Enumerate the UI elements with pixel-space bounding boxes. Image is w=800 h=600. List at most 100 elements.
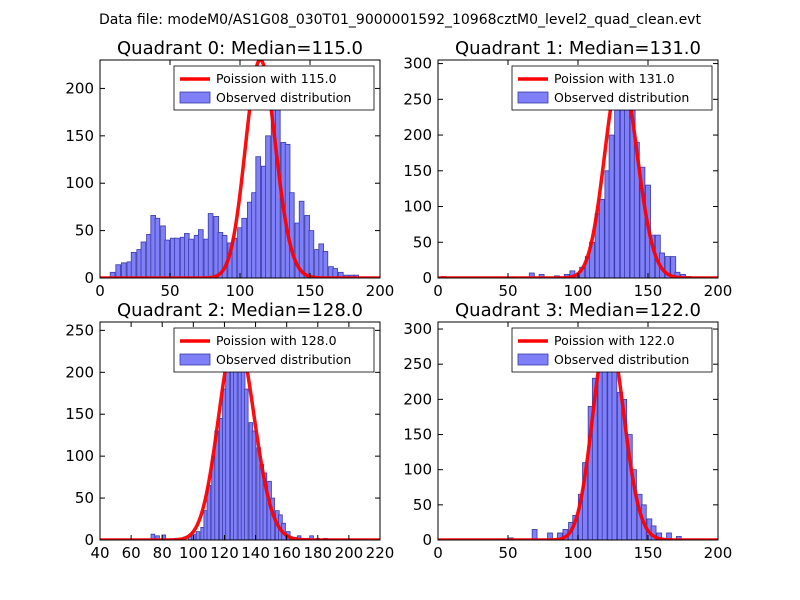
y-tick-label: 50 bbox=[413, 233, 432, 251]
legend-entry-observed: Observed distribution bbox=[216, 90, 351, 105]
x-tick-label: 0 bbox=[433, 544, 443, 562]
y-tick-label: 50 bbox=[75, 489, 94, 507]
legend-entry-poisson: Poission with 122.0 bbox=[554, 333, 675, 348]
histogram-bar bbox=[275, 106, 281, 278]
legend-entry-poisson: Poission with 115.0 bbox=[216, 71, 337, 86]
histogram-bar bbox=[265, 135, 271, 278]
y-tick-label: 200 bbox=[65, 363, 94, 381]
x-tick-label: 50 bbox=[498, 544, 517, 562]
plot-area bbox=[438, 328, 718, 540]
histogram-bar bbox=[255, 156, 261, 278]
histogram-bar bbox=[528, 272, 535, 278]
x-tick-label: 200 bbox=[335, 544, 364, 562]
y-tick-label: 50 bbox=[413, 496, 432, 514]
x-tick-label: 160 bbox=[272, 544, 301, 562]
y-tick-label: 100 bbox=[65, 447, 94, 465]
y-tick-label: 250 bbox=[403, 90, 432, 108]
histogram-bar bbox=[598, 198, 605, 278]
legend-entry-observed: Observed distribution bbox=[554, 90, 689, 105]
panel-1: 0 50 100 150 200 0 50 100 150 200 250 300 Quadrant 1… bbox=[403, 38, 732, 300]
y-tick-label: 150 bbox=[403, 426, 432, 444]
panel-title: Quadrant 1: Median=131.0 bbox=[455, 38, 701, 59]
plot-area bbox=[100, 60, 380, 278]
panel-3: 0 50 100 150 200 0 50 100 150 200 250 300 Quadrant 3… bbox=[403, 300, 732, 562]
histogram-bar bbox=[207, 213, 214, 278]
histogram-bar bbox=[243, 388, 249, 540]
histogram-bar bbox=[608, 134, 615, 278]
x-tick-label: 140 bbox=[241, 544, 270, 562]
x-tick-label: 100 bbox=[226, 282, 255, 300]
x-tick-label: 120 bbox=[210, 544, 239, 562]
histogram-bar bbox=[198, 229, 204, 278]
y-tick-label: 100 bbox=[403, 461, 432, 479]
legend-entry-poisson: Poission with 128.0 bbox=[216, 333, 337, 348]
histogram-bar bbox=[225, 346, 230, 540]
x-tick-label: 200 bbox=[704, 544, 733, 562]
y-tick-label: 150 bbox=[65, 405, 94, 423]
legend: Poission with 131.0 Observed distribution bbox=[511, 65, 713, 111]
histogram-bar bbox=[130, 252, 137, 278]
x-tick-label: 40 bbox=[90, 544, 109, 562]
x-tick-label: 150 bbox=[634, 544, 663, 562]
y-tick-label: 250 bbox=[65, 321, 94, 339]
histogram-bar bbox=[140, 241, 147, 278]
legend-bar-swatch bbox=[179, 353, 211, 366]
histogram-bar bbox=[298, 200, 305, 278]
y-tick-label: 300 bbox=[403, 320, 432, 338]
x-tick-label: 0 bbox=[433, 282, 443, 300]
panel-2: 40 60 80 100 120 140 160 180 200 2200501001502002… bbox=[65, 300, 394, 562]
histogram-bar bbox=[338, 271, 344, 278]
x-tick-label: 150 bbox=[634, 282, 663, 300]
plot-area bbox=[438, 68, 718, 278]
y-tick-label: 50 bbox=[75, 222, 94, 240]
x-tick-label: 220 bbox=[366, 544, 395, 562]
y-tick-label: 0 bbox=[422, 531, 432, 549]
y-tick-label: 200 bbox=[65, 79, 94, 97]
y-tick-label: 100 bbox=[403, 198, 432, 216]
histogram-bar bbox=[538, 274, 545, 278]
histogram-bar bbox=[322, 251, 329, 278]
x-tick-label: 60 bbox=[122, 544, 141, 562]
histogram-bar bbox=[639, 166, 646, 278]
panel-title: Quadrant 3: Median=122.0 bbox=[455, 300, 701, 321]
histogram-bar bbox=[582, 462, 588, 540]
x-tick-label: 100 bbox=[179, 544, 208, 562]
histogram-bar bbox=[195, 531, 201, 540]
histogram-bar bbox=[289, 192, 295, 278]
x-tick-label: 100 bbox=[564, 282, 593, 300]
x-tick-label: 50 bbox=[160, 282, 179, 300]
legend-bar-swatch bbox=[517, 91, 549, 104]
histogram-bar bbox=[150, 533, 156, 540]
y-tick-label: 200 bbox=[403, 126, 432, 144]
legend-bar-swatch bbox=[517, 353, 549, 366]
legend-entry-observed: Observed distribution bbox=[216, 352, 351, 367]
histogram-bar bbox=[109, 271, 116, 278]
y-tick-label: 150 bbox=[403, 162, 432, 180]
panel-title: Quadrant 2: Median=128.0 bbox=[117, 300, 363, 321]
axes-frame bbox=[99, 321, 381, 541]
legend-entry-poisson: Poission with 131.0 bbox=[554, 71, 675, 86]
histogram-bar bbox=[174, 237, 180, 278]
y-tick-label: 0 bbox=[422, 269, 432, 287]
x-tick-label: 150 bbox=[296, 282, 325, 300]
y-tick-label: 100 bbox=[65, 174, 94, 192]
x-tick-label: 200 bbox=[366, 282, 395, 300]
y-tick-label: 0 bbox=[84, 269, 94, 287]
histogram-bar bbox=[241, 217, 247, 278]
histogram-bar bbox=[154, 217, 161, 278]
y-tick-label: 0 bbox=[84, 531, 94, 549]
legend: Poission with 122.0 Observed distribution bbox=[511, 327, 713, 373]
x-tick-label: 100 bbox=[564, 544, 593, 562]
x-tick-label: 80 bbox=[153, 544, 172, 562]
legend: Poission with 128.0 Observed distribution bbox=[173, 327, 375, 373]
histogram-bar bbox=[308, 230, 315, 278]
legend-entry-observed: Observed distribution bbox=[554, 352, 689, 367]
figure-suptitle: Data file: modeM0/AS1G08_030T01_90000015… bbox=[99, 12, 701, 28]
histogram-bar bbox=[121, 262, 127, 278]
histogram-bar bbox=[115, 264, 121, 278]
histogram-bar bbox=[164, 239, 170, 278]
y-tick-label: 150 bbox=[65, 127, 94, 145]
y-tick-label: 200 bbox=[403, 390, 432, 408]
histogram-bar bbox=[251, 430, 257, 540]
